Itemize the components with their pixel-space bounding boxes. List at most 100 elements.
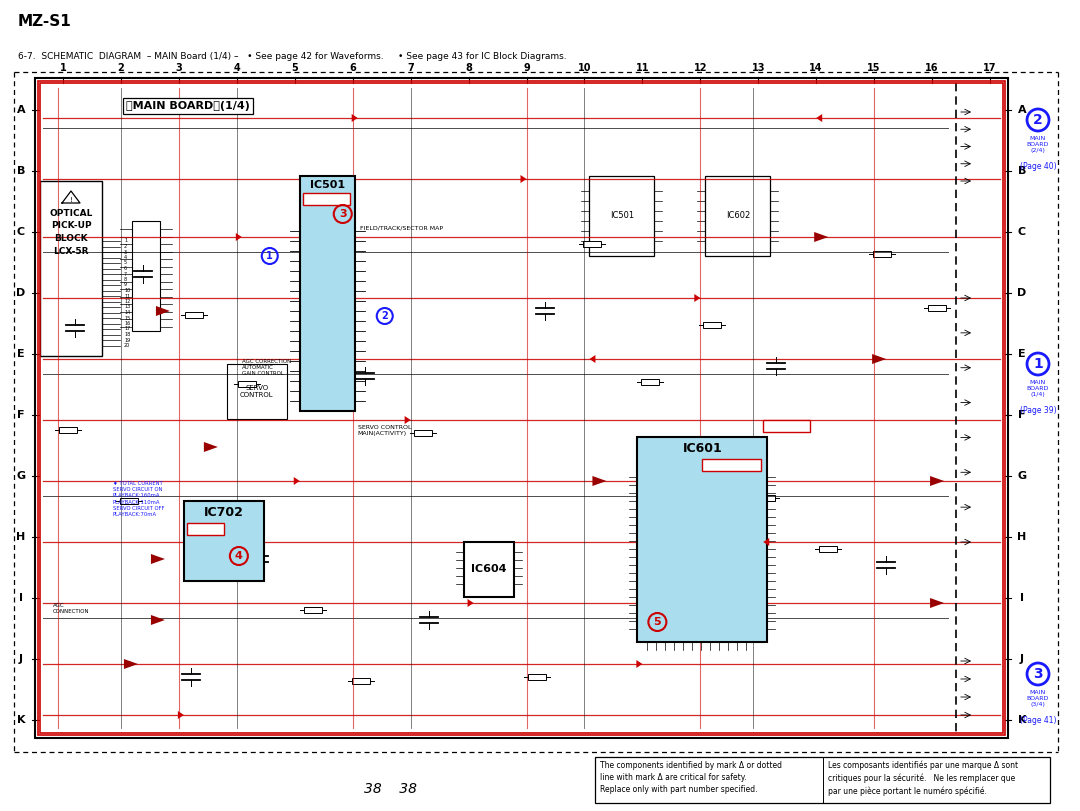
Polygon shape [694, 294, 700, 302]
Bar [590, 176, 654, 256]
Text: IC604: IC604 [471, 564, 507, 574]
Text: 7: 7 [407, 63, 414, 73]
Bar [185, 312, 203, 318]
Text: 9: 9 [523, 63, 530, 73]
Text: SERVO CONTROL
MAIN(ACTIVITY): SERVO CONTROL MAIN(ACTIVITY) [357, 425, 411, 436]
Bar [583, 241, 602, 247]
Polygon shape [468, 599, 473, 607]
Text: I: I [19, 593, 23, 603]
FancyBboxPatch shape [303, 192, 350, 204]
Bar [303, 607, 322, 613]
Text: 3: 3 [124, 250, 127, 255]
Text: 38    38: 38 38 [364, 782, 417, 796]
Bar [352, 678, 369, 684]
Bar [595, 757, 1050, 803]
Text: 19: 19 [124, 337, 130, 342]
Text: 12: 12 [124, 299, 131, 304]
Polygon shape [764, 538, 769, 546]
Text: MZ-S1: MZ-S1 [18, 14, 71, 29]
Text: 4: 4 [124, 255, 127, 260]
Text: 16: 16 [124, 321, 131, 326]
Text: H: H [16, 532, 26, 542]
Text: 14: 14 [124, 310, 131, 315]
Text: 4: 4 [235, 551, 243, 561]
Text: MAIN
BOARD
(1/4): MAIN BOARD (1/4) [1027, 380, 1049, 397]
Text: 7: 7 [124, 272, 127, 277]
Text: MAIN
BOARD
(2/4): MAIN BOARD (2/4) [1027, 136, 1049, 152]
Bar [132, 221, 160, 331]
Text: B: B [1017, 166, 1026, 176]
Text: IC501: IC501 [610, 212, 634, 221]
Text: AGC
CONNECTION: AGC CONNECTION [53, 603, 90, 614]
Polygon shape [590, 355, 595, 363]
Bar [873, 251, 891, 257]
Text: 3: 3 [175, 63, 183, 73]
Text: 6: 6 [124, 266, 127, 271]
Text: 15: 15 [124, 315, 131, 320]
Polygon shape [294, 477, 300, 485]
Text: 10: 10 [124, 288, 131, 293]
Text: 17: 17 [124, 327, 131, 332]
Bar [40, 181, 102, 356]
Text: 8: 8 [124, 277, 127, 282]
Bar [238, 381, 256, 387]
Text: IC B/D: IC B/D [717, 460, 745, 469]
Polygon shape [178, 711, 184, 719]
Text: E: E [1018, 349, 1026, 359]
Text: F: F [1018, 410, 1026, 420]
Polygon shape [151, 615, 165, 625]
Text: 14: 14 [809, 63, 823, 73]
Bar [184, 501, 264, 581]
Polygon shape [352, 114, 357, 122]
Polygon shape [405, 416, 410, 424]
Text: 8: 8 [465, 63, 472, 73]
Text: MAIN
BOARD
(3/4): MAIN BOARD (3/4) [1027, 690, 1049, 706]
Bar [300, 176, 354, 411]
Polygon shape [816, 114, 822, 122]
Text: 13: 13 [752, 63, 765, 73]
Polygon shape [930, 476, 944, 486]
Text: G: G [1017, 471, 1027, 481]
Text: 1: 1 [124, 238, 127, 243]
Bar [527, 674, 545, 680]
Polygon shape [204, 442, 218, 452]
Text: B: B [17, 166, 25, 176]
Bar [757, 495, 775, 501]
Bar [705, 176, 770, 256]
Text: A: A [1017, 105, 1026, 115]
Text: AGC CORRECTION
AUTOMATIC
GAIN CONTROL: AGC CORRECTION AUTOMATIC GAIN CONTROL [242, 359, 292, 375]
Text: IC601: IC601 [683, 443, 723, 456]
Bar [820, 546, 837, 552]
Polygon shape [521, 175, 527, 183]
Bar [38, 81, 1005, 735]
Text: (Page 40): (Page 40) [1020, 162, 1056, 171]
Polygon shape [636, 660, 643, 668]
Bar [703, 322, 721, 328]
Polygon shape [151, 554, 165, 564]
Text: 1: 1 [1034, 357, 1043, 371]
Text: 1: 1 [59, 63, 66, 73]
Text: 10: 10 [578, 63, 591, 73]
Text: K: K [17, 715, 25, 725]
Bar [35, 78, 1008, 738]
Text: The components identified by mark Δ or dotted
line with mark Δ are critical for : The components identified by mark Δ or d… [600, 761, 782, 794]
FancyBboxPatch shape [187, 522, 225, 534]
Text: 15: 15 [867, 63, 881, 73]
Text: H: H [1017, 532, 1027, 542]
Text: IC B/D: IC B/D [312, 194, 341, 203]
Bar [59, 427, 77, 433]
Text: J: J [19, 654, 23, 664]
Text: IC B/D: IC B/D [191, 524, 220, 533]
Text: 5: 5 [653, 617, 661, 627]
Text: D: D [16, 288, 26, 298]
Bar [928, 305, 946, 311]
Bar [227, 364, 287, 419]
Text: 18: 18 [124, 332, 131, 337]
FancyBboxPatch shape [702, 458, 761, 470]
Text: OPTICAL
PICK-UP
BLOCK
LCX-5R: OPTICAL PICK-UP BLOCK LCX-5R [50, 209, 93, 255]
FancyBboxPatch shape [762, 419, 810, 431]
Polygon shape [930, 598, 944, 608]
Text: 2: 2 [124, 244, 127, 249]
Text: 17: 17 [983, 63, 997, 73]
Text: 11: 11 [636, 63, 649, 73]
